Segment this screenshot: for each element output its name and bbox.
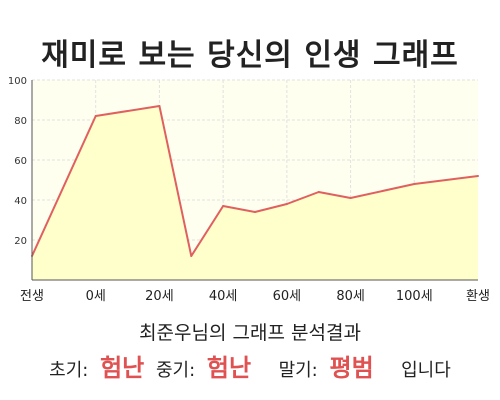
x-tick-label: 100세 <box>396 289 433 304</box>
x-tick-label: 0세 <box>86 289 106 304</box>
analysis-result-line: 초기: 험난 중기: 험난 말기: 평범 입니다 <box>0 348 500 383</box>
x-tick-label: 60세 <box>273 289 302 304</box>
late-result: 평범 <box>329 354 374 382</box>
area-fill <box>32 106 478 280</box>
x-tick-label: 40세 <box>209 289 238 304</box>
x-tick-label: 20세 <box>145 289 174 304</box>
data-point <box>477 175 479 177</box>
data-point <box>317 191 320 193</box>
early-result: 험난 <box>100 354 145 382</box>
y-tick-label: 40 <box>14 196 27 207</box>
data-point <box>94 115 97 117</box>
analysis-heading: 최준우님의 그래프 분석결과 <box>139 322 361 344</box>
life-graph-chart: 20 40 60 80 100 전생 0세 20세 40세 60세 80세 100세 환생 <box>8 76 490 304</box>
x-tick-label: 80세 <box>336 289 365 304</box>
data-point <box>285 203 288 205</box>
data-point <box>349 197 352 199</box>
y-tick-label: 20 <box>14 236 27 247</box>
x-tick-label: 환생 <box>466 289 490 304</box>
summary-suffix: 입니다 <box>401 360 451 381</box>
y-tick-label: 100 <box>8 76 27 87</box>
data-point <box>413 183 416 185</box>
chart-title: 재미로 보는 당신의 인생 그래프 <box>41 38 459 73</box>
data-point <box>190 255 193 257</box>
y-tick-label: 60 <box>14 156 27 167</box>
middle-result: 험난 <box>206 354 252 382</box>
middle-label: 중기: <box>156 360 196 381</box>
early-label: 초기: <box>49 360 89 381</box>
late-label: 말기: <box>278 360 318 381</box>
data-point <box>158 105 161 107</box>
x-tick-label: 전생 <box>20 289 44 304</box>
data-point <box>254 211 256 213</box>
y-tick-label: 80 <box>14 116 27 127</box>
data-point <box>222 205 225 207</box>
